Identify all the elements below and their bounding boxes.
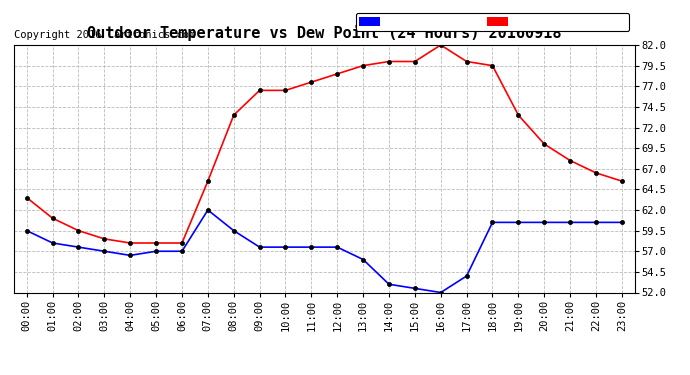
Text: Copyright 2016 Cartronics.com: Copyright 2016 Cartronics.com	[14, 30, 195, 40]
Title: Outdoor Temperature vs Dew Point (24 Hours) 20160918: Outdoor Temperature vs Dew Point (24 Hou…	[87, 25, 562, 41]
Legend: Dew Point (°F), Temperature (°F): Dew Point (°F), Temperature (°F)	[356, 12, 629, 32]
